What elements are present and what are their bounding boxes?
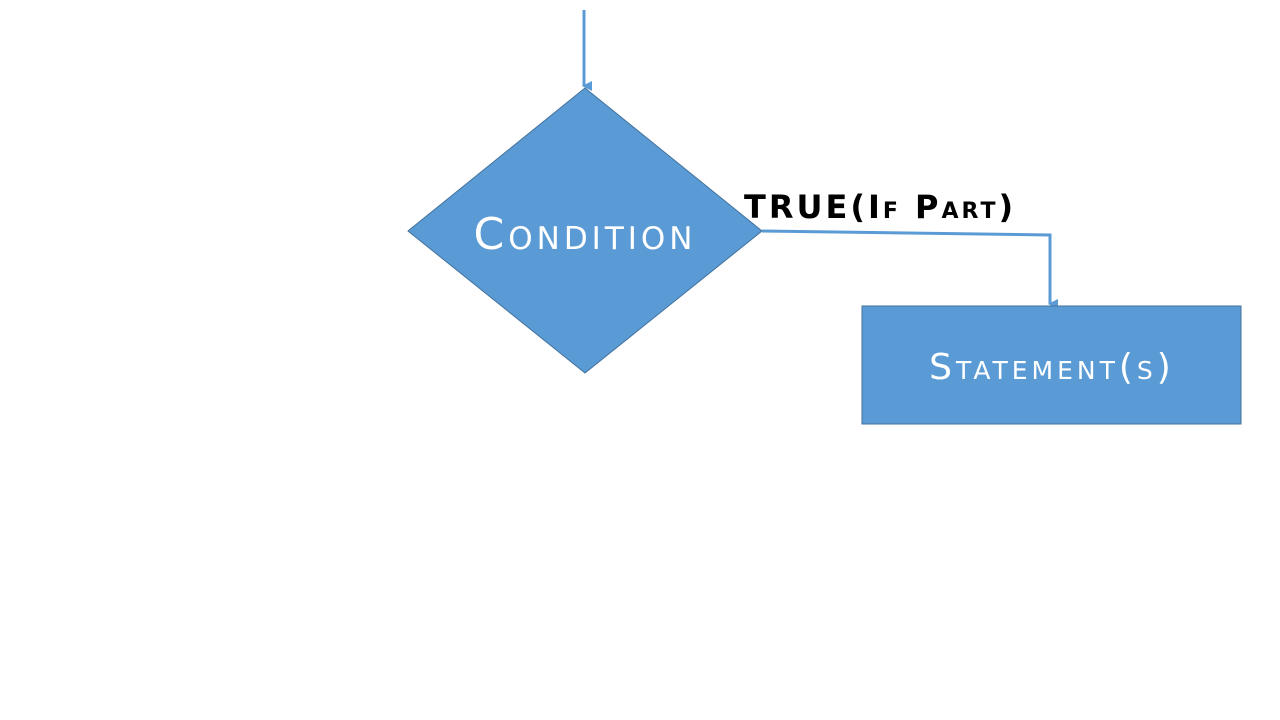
- statement-label: Statement(s): [929, 347, 1175, 388]
- true-branch-label: TRUE(If Part): [744, 188, 1017, 226]
- condition-label: Condition: [473, 209, 697, 260]
- condition-diamond: [407, 87, 763, 374]
- statement-box: [861, 305, 1242, 425]
- true-branch-connector: [761, 229, 1058, 309]
